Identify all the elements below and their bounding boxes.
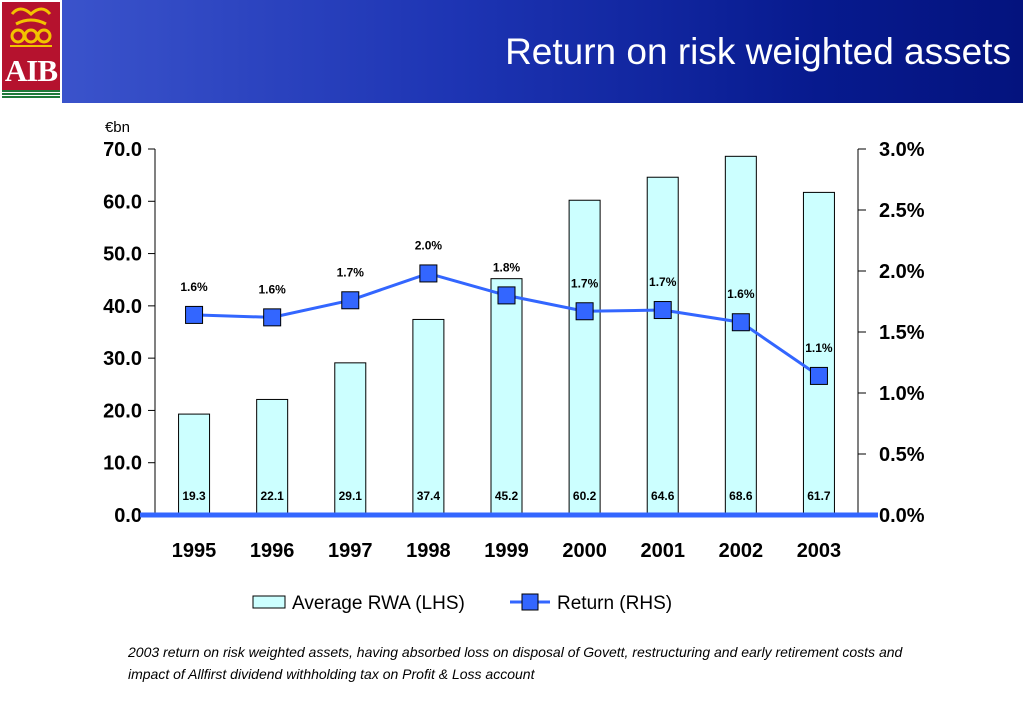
rwa-bar-label: 45.2	[495, 489, 519, 503]
left-tick-label: 50.0	[103, 244, 142, 266]
x-tick-label: 2000	[562, 540, 607, 562]
left-tick-label: 60.0	[103, 191, 142, 213]
rwa-bar	[568, 199, 601, 516]
rwa-bar-label: 60.2	[573, 489, 597, 503]
rwa-return-chart: 0.010.020.030.040.050.060.070.0€bn 0.0%0…	[103, 119, 925, 614]
return-point	[809, 366, 828, 385]
right-tick-label: 0.0%	[879, 505, 925, 527]
rwa-bar-label: 19.3	[182, 489, 206, 503]
rwa-bar-label: 61.7	[807, 489, 831, 503]
legend-bar-swatch	[252, 595, 286, 609]
return-point-label: 2.0%	[415, 238, 443, 252]
return-point-label: 1.7%	[337, 265, 365, 279]
x-tick-label: 2001	[640, 540, 685, 562]
rwa-bar	[490, 278, 523, 516]
legend-line-label: Return (RHS)	[557, 593, 672, 614]
x-tick-label: 1995	[172, 540, 217, 562]
return-point-label: 1.1%	[805, 341, 833, 355]
rwa-bar-label: 22.1	[260, 489, 284, 503]
page-title: Return on risk weighted assets	[505, 31, 1011, 72]
return-point	[731, 313, 750, 332]
legend: Average RWA (LHS) Return (RHS)	[252, 593, 672, 614]
return-point	[653, 301, 672, 320]
legend-line-marker	[521, 593, 539, 611]
left-axis: 0.0 10.0 20.0 30.0 40.0 50.0 60.0 70.0 €bn	[103, 119, 156, 527]
x-tick-label: 1997	[328, 540, 373, 562]
return-point	[575, 302, 594, 321]
left-tick-label: 30.0	[103, 348, 142, 370]
return-point-label: 1.7%	[571, 276, 599, 290]
right-axis: 0.0% 0.5% 1.0% 1.5% 2.0% 2.5% 3.0%	[857, 139, 925, 527]
return-point-label: 1.6%	[258, 282, 286, 296]
legend-bar-label: Average RWA (LHS)	[292, 593, 465, 614]
x-tick-label: 1998	[406, 540, 451, 562]
left-axis-unit: €bn	[105, 119, 130, 136]
return-point	[497, 286, 516, 305]
x-tick-label: 2002	[719, 540, 764, 562]
return-point	[419, 264, 438, 283]
footnote: 2003 return on risk weighted assets, hav…	[128, 644, 903, 682]
rwa-bar	[412, 318, 445, 516]
rwa-bar-label: 68.6	[729, 489, 753, 503]
right-tick-label: 3.0%	[879, 139, 925, 161]
right-tick-label: 2.5%	[879, 200, 925, 222]
logo-stripe	[2, 90, 60, 99]
return-point-label: 1.8%	[493, 260, 521, 274]
return-point	[185, 305, 204, 324]
rwa-bar	[802, 191, 835, 516]
return-point	[263, 308, 282, 327]
aib-logo: AIB	[0, 0, 62, 103]
left-tick-label: 20.0	[103, 400, 142, 422]
return-line: 1.6% 1.6% 1.7% 2.0% 1.8% 1.7% 1.7% 1.6% 1.1%	[180, 238, 833, 385]
rwa-bars: 19.3 22.1 29.1 37.4 45.2 60.2 64.6 68.6 61.7	[178, 155, 835, 516]
return-point-label: 1.6%	[727, 287, 755, 301]
rwa-bar-label: 29.1	[339, 489, 363, 503]
left-tick-label: 10.0	[103, 453, 142, 475]
rwa-bar	[178, 413, 211, 516]
left-tick-label: 70.0	[103, 139, 142, 161]
rwa-bar	[646, 176, 679, 516]
rwa-bar	[256, 398, 289, 516]
return-point-label: 1.6%	[180, 280, 208, 294]
rwa-bar	[334, 362, 367, 516]
right-tick-label: 1.5%	[879, 322, 925, 344]
x-axis: 1995 1996 1997 1998 1999 2000 2001 2002 2003	[140, 512, 878, 562]
left-tick-label: 40.0	[103, 296, 142, 318]
rwa-bar-label: 37.4	[417, 489, 441, 503]
rwa-bar-label: 64.6	[651, 489, 675, 503]
x-tick-label: 2003	[797, 540, 842, 562]
crest-icon	[2, 2, 60, 52]
return-point-label: 1.7%	[649, 275, 677, 289]
right-tick-label: 2.0%	[879, 261, 925, 283]
rwa-bar	[724, 155, 757, 516]
left-tick-label: 0.0	[114, 505, 142, 527]
logo-text: AIB	[2, 52, 60, 90]
x-tick-label: 1999	[484, 540, 529, 562]
return-point	[341, 291, 360, 310]
header-banner: AIB Return on risk weighted assets	[0, 0, 1023, 103]
x-tick-label: 1996	[250, 540, 295, 562]
right-tick-label: 0.5%	[879, 444, 925, 466]
right-tick-label: 1.0%	[879, 383, 925, 405]
